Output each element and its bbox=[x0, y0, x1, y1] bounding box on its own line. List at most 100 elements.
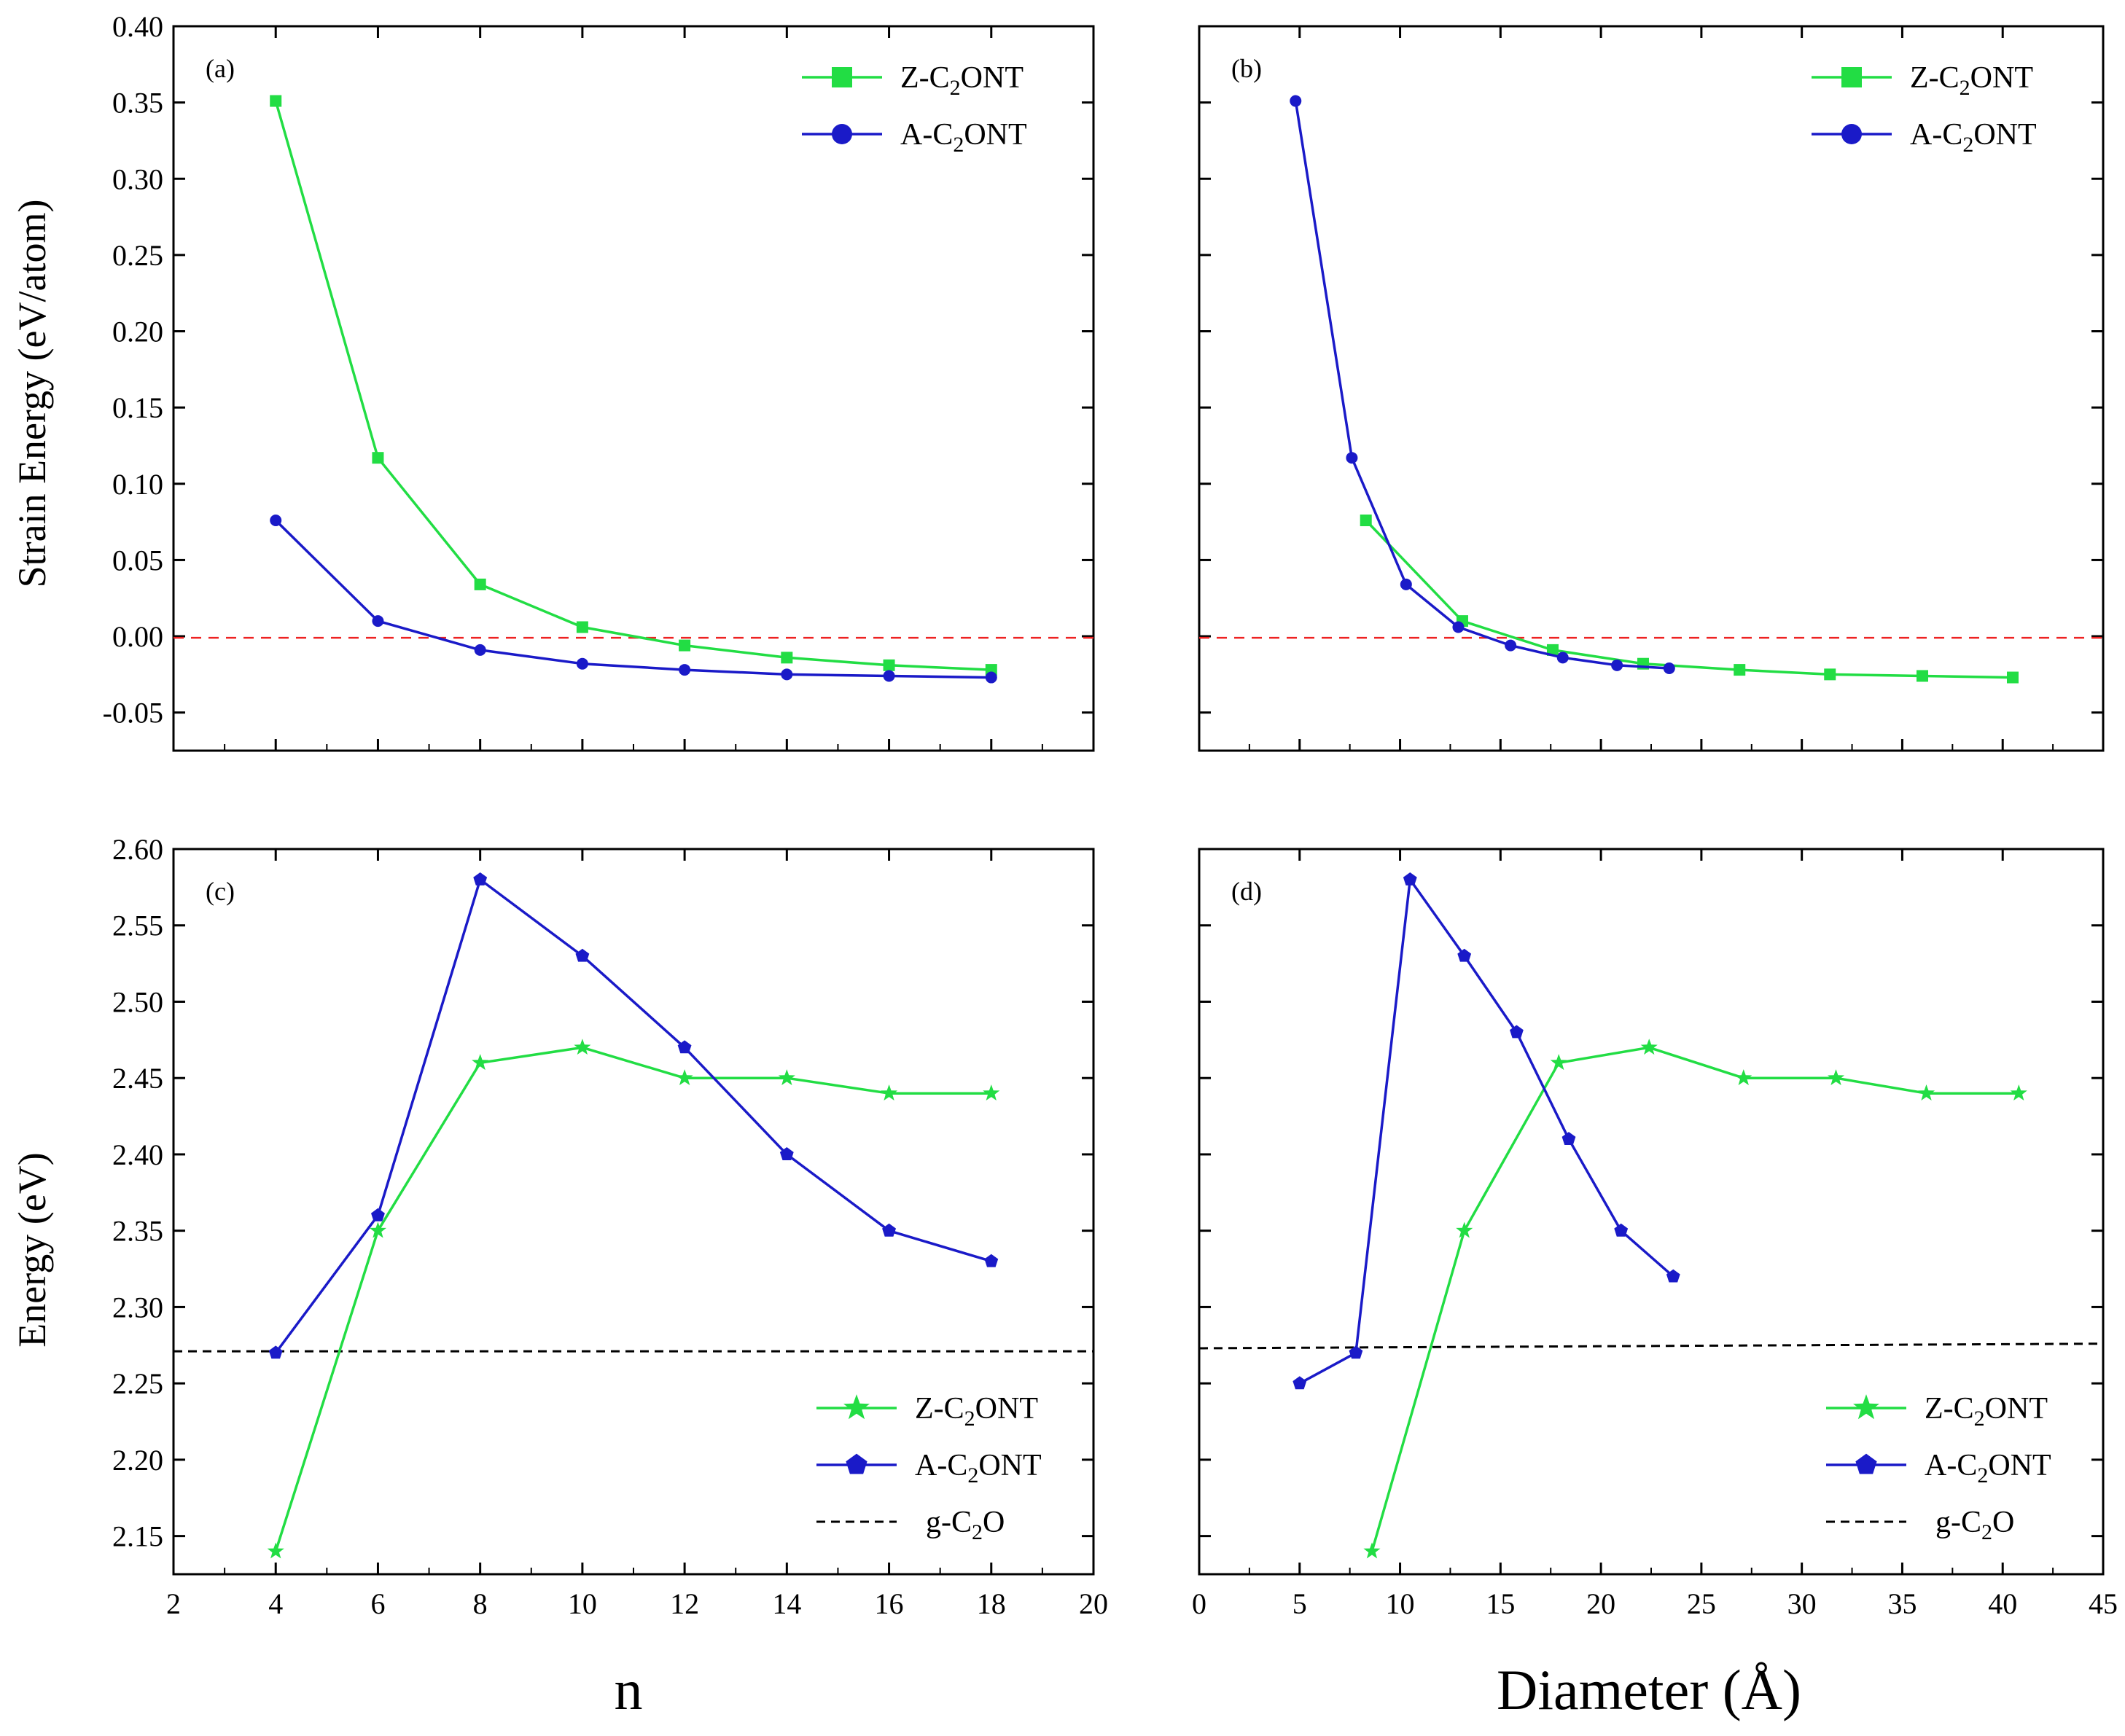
reference-line bbox=[1198, 1342, 2104, 1350]
data-point-blue bbox=[474, 644, 486, 656]
data-point-green bbox=[472, 1054, 489, 1071]
legend-marker-green bbox=[832, 67, 852, 87]
legend-label: A-C2ONT bbox=[1910, 118, 2037, 157]
x-tick-label: 6 bbox=[370, 1587, 385, 1620]
data-point-green bbox=[881, 1084, 898, 1100]
data-point-green bbox=[676, 1069, 693, 1085]
legend-marker-blue bbox=[1855, 1453, 1877, 1474]
legend-label: A-C2ONT bbox=[900, 118, 1027, 157]
panel-label: (c) bbox=[206, 877, 235, 906]
data-point-green bbox=[270, 95, 282, 107]
x-tick-label: 5 bbox=[1292, 1587, 1307, 1620]
data-point-blue bbox=[473, 872, 488, 885]
data-point-blue bbox=[270, 515, 282, 527]
legend-marker-blue bbox=[846, 1453, 867, 1474]
data-point-green bbox=[1918, 1084, 1935, 1100]
legend-label: Z-C2ONT bbox=[900, 61, 1023, 100]
y-tick-label: 2.35 bbox=[112, 1215, 163, 1248]
y-tick-label: 0.10 bbox=[112, 468, 163, 501]
data-point-blue bbox=[268, 1345, 283, 1359]
legend-label: Z-C2ONT bbox=[1925, 1392, 2048, 1431]
data-point-green bbox=[1824, 668, 1836, 681]
x-tick-label: 40 bbox=[1988, 1587, 2017, 1620]
legend-marker-blue bbox=[832, 124, 852, 144]
x-tick-label: 10 bbox=[568, 1587, 597, 1620]
panel-label: (d) bbox=[1231, 877, 1262, 906]
data-point-blue bbox=[883, 670, 895, 682]
x-tick-label: 10 bbox=[1386, 1587, 1415, 1620]
y-tick-label: 0.40 bbox=[112, 10, 163, 43]
data-point-green bbox=[267, 1542, 284, 1559]
x-tick-label: 0 bbox=[1192, 1587, 1206, 1620]
data-point-blue bbox=[677, 1040, 692, 1054]
data-point-blue bbox=[1292, 1376, 1307, 1390]
data-point-blue bbox=[882, 1223, 896, 1237]
x-tick-label: 20 bbox=[1586, 1587, 1615, 1620]
y-tick-label: 2.60 bbox=[112, 833, 163, 866]
data-point-blue bbox=[1663, 662, 1675, 674]
data-point-green bbox=[983, 1084, 1000, 1100]
x-tick-label: 4 bbox=[268, 1587, 283, 1620]
series-line-blue bbox=[274, 519, 991, 679]
data-point-blue bbox=[372, 615, 384, 627]
data-point-green bbox=[474, 578, 486, 590]
data-point-blue bbox=[985, 671, 997, 684]
data-point-blue bbox=[1611, 659, 1623, 671]
data-point-green bbox=[574, 1039, 591, 1055]
y-tick-label: 2.15 bbox=[112, 1520, 163, 1553]
x-tick-label: 45 bbox=[2089, 1587, 2118, 1620]
x-tick-label: 8 bbox=[473, 1587, 488, 1620]
series-line-green bbox=[1365, 519, 2013, 679]
data-point-green bbox=[1550, 1054, 1567, 1071]
y-tick-label: 0.20 bbox=[112, 316, 163, 348]
x-tick-label: 12 bbox=[670, 1587, 699, 1620]
data-point-blue bbox=[779, 1147, 794, 1160]
data-point-green bbox=[1360, 515, 1372, 527]
y-tick-label: 0.05 bbox=[112, 544, 163, 576]
data-point-blue bbox=[984, 1254, 999, 1267]
x-tick-label: 20 bbox=[1079, 1587, 1108, 1620]
legend-label: A-C2ONT bbox=[1925, 1449, 2051, 1487]
y-tick-label: 2.40 bbox=[112, 1138, 163, 1171]
y-tick-label: 2.50 bbox=[112, 985, 163, 1018]
series-line-blue bbox=[1298, 878, 1674, 1385]
legend-marker-blue bbox=[1841, 124, 1862, 144]
x-tick-label: 15 bbox=[1486, 1587, 1515, 1620]
data-point-blue bbox=[1400, 578, 1412, 590]
data-point-blue bbox=[679, 664, 691, 676]
data-point-blue bbox=[1556, 652, 1569, 664]
legend-marker-green bbox=[1853, 1394, 1879, 1420]
x-axis-title-right: Diameter (Å) bbox=[1497, 1658, 1801, 1721]
data-point-green bbox=[2007, 671, 2019, 684]
x-axis-title-left: n bbox=[615, 1658, 643, 1721]
x-tick-label: 25 bbox=[1687, 1587, 1716, 1620]
data-point-green bbox=[781, 652, 793, 664]
series-line-green bbox=[274, 101, 991, 671]
legend-label: A-C2ONT bbox=[915, 1449, 1042, 1487]
legend-ref-label: g-C2O bbox=[926, 1506, 1005, 1544]
legend-ref-label: g-C2O bbox=[1935, 1506, 2014, 1544]
data-point-blue bbox=[1510, 1025, 1524, 1039]
data-point-green bbox=[1546, 644, 1559, 656]
y-tick-label: 2.30 bbox=[112, 1291, 163, 1323]
data-point-green bbox=[2010, 1084, 2027, 1100]
data-point-green bbox=[1734, 664, 1746, 676]
y-tick-label: 2.45 bbox=[112, 1062, 163, 1095]
data-point-green bbox=[1363, 1542, 1381, 1559]
panel-label: (b) bbox=[1231, 54, 1262, 83]
x-tick-label: 16 bbox=[875, 1587, 904, 1620]
y-tick-label: 2.20 bbox=[112, 1444, 163, 1477]
data-point-blue bbox=[1505, 639, 1517, 652]
panel-a: -0.05 0.00 0.05 0.10 0.15 0.20 0.25 0.30 0.35 0.4… bbox=[103, 10, 1095, 752]
data-point-blue bbox=[575, 948, 590, 962]
data-point-green bbox=[1456, 1221, 1473, 1238]
legend-marker-green bbox=[1841, 67, 1862, 87]
data-point-green bbox=[1828, 1069, 1845, 1085]
data-point-blue bbox=[1614, 1223, 1629, 1237]
panel-b: (b) Z-C2ONT A-C2ONT bbox=[1198, 25, 2105, 752]
y-tick-label: 0.00 bbox=[112, 620, 163, 653]
x-tick-label: 30 bbox=[1787, 1587, 1817, 1620]
data-point-blue bbox=[1403, 872, 1417, 885]
data-point-green bbox=[1640, 1039, 1658, 1055]
